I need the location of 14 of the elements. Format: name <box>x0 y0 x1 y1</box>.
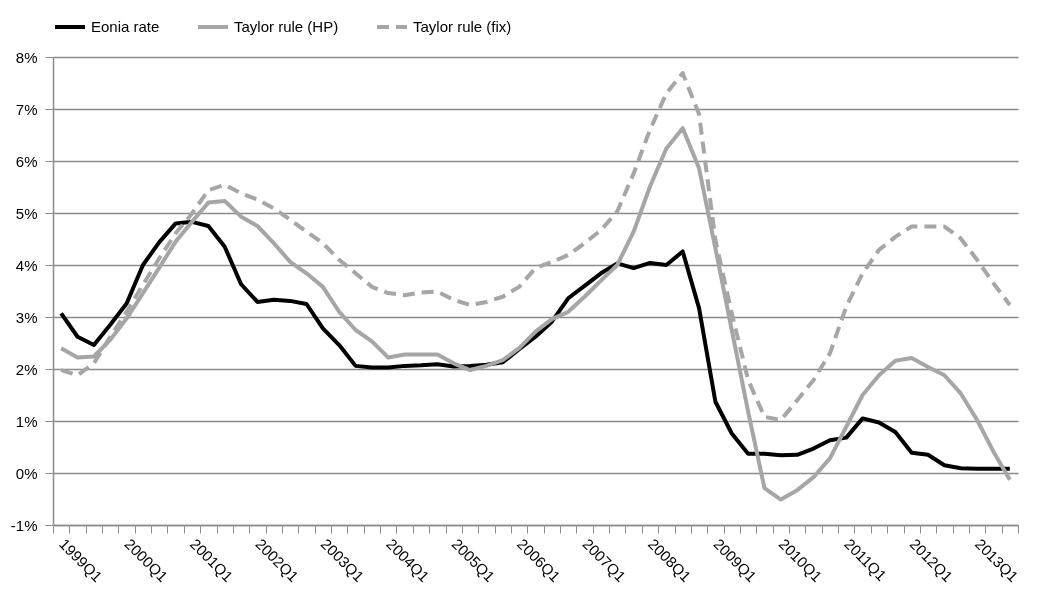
legend-label: Taylor rule (HP) <box>234 18 339 35</box>
y-tick-label: -1% <box>10 516 38 534</box>
y-tick-label: 4% <box>15 256 38 274</box>
y-tick-label: 2% <box>15 360 38 378</box>
y-tick-label: 0% <box>15 464 38 482</box>
legend-label: Eonia rate <box>91 18 160 35</box>
y-tick-label: 1% <box>15 412 38 430</box>
y-tick-label: 7% <box>15 100 38 118</box>
y-tick-label: 8% <box>15 48 38 66</box>
y-tick-label: 6% <box>15 152 38 170</box>
y-tick-label: 5% <box>15 204 38 222</box>
y-tick-label: 3% <box>15 308 38 326</box>
legend-label: Taylor rule (fix) <box>413 18 512 35</box>
line-series <box>59 219 1012 471</box>
